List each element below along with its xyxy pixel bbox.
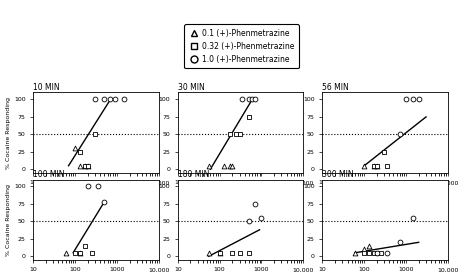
Y-axis label: % Cocaine Responding: % Cocaine Responding bbox=[6, 97, 11, 169]
Point bbox=[402, 97, 410, 102]
Point bbox=[226, 163, 234, 168]
Point bbox=[245, 219, 253, 224]
Point bbox=[107, 97, 114, 102]
Point bbox=[88, 251, 95, 255]
Point bbox=[76, 251, 83, 255]
Point bbox=[373, 251, 381, 255]
Text: 100 MIN: 100 MIN bbox=[33, 170, 64, 179]
Point bbox=[76, 150, 83, 154]
Legend: 0.1 (+)-Phenmetrazine, 0.32 (+)-Phenmetrazine, 1.0 (+)-Phenmetrazine: 0.1 (+)-Phenmetrazine, 0.32 (+)-Phenmetr… bbox=[184, 24, 299, 68]
Point bbox=[371, 163, 378, 168]
Point bbox=[232, 132, 240, 137]
Point bbox=[84, 163, 91, 168]
Point bbox=[100, 97, 108, 102]
X-axis label: (+)-Phenmetrazine (nM): (+)-Phenmetrazine (nM) bbox=[58, 187, 134, 192]
Point bbox=[120, 97, 128, 102]
Y-axis label: % Cocaine Responding: % Cocaine Responding bbox=[6, 184, 11, 256]
Text: 30 MIN: 30 MIN bbox=[178, 83, 204, 92]
Point bbox=[76, 251, 83, 255]
Point bbox=[360, 163, 368, 168]
Point bbox=[94, 184, 101, 189]
Point bbox=[396, 132, 403, 137]
Point bbox=[410, 97, 417, 102]
Point bbox=[205, 163, 212, 168]
Point bbox=[111, 97, 119, 102]
Point bbox=[84, 184, 91, 189]
Point bbox=[216, 251, 223, 255]
Point bbox=[383, 251, 391, 255]
Point bbox=[228, 163, 236, 168]
Point bbox=[245, 251, 253, 255]
Point bbox=[82, 163, 89, 168]
Point bbox=[383, 163, 391, 168]
Point bbox=[71, 251, 79, 255]
Point bbox=[82, 244, 89, 248]
Point bbox=[371, 251, 378, 255]
Point bbox=[205, 251, 212, 255]
Point bbox=[373, 163, 381, 168]
Point bbox=[238, 97, 246, 102]
Point bbox=[71, 146, 79, 150]
Point bbox=[100, 200, 108, 204]
Point bbox=[373, 163, 381, 168]
Point bbox=[82, 163, 89, 168]
Point bbox=[377, 251, 384, 255]
Point bbox=[365, 244, 373, 248]
Point bbox=[360, 247, 368, 252]
Point bbox=[62, 251, 70, 255]
Text: 56 MIN: 56 MIN bbox=[322, 83, 349, 92]
Point bbox=[365, 251, 373, 255]
Text: 180 MIN: 180 MIN bbox=[178, 170, 209, 179]
Point bbox=[373, 251, 381, 255]
Point bbox=[236, 132, 243, 137]
X-axis label: (+)-Phenmetrazine (nM): (+)-Phenmetrazine (nM) bbox=[203, 187, 278, 192]
Point bbox=[245, 97, 253, 102]
Point bbox=[228, 251, 236, 255]
Point bbox=[248, 97, 256, 102]
Point bbox=[91, 132, 99, 137]
Point bbox=[360, 251, 368, 255]
Point bbox=[216, 251, 223, 255]
Point bbox=[258, 216, 265, 220]
Text: 10 MIN: 10 MIN bbox=[33, 83, 60, 92]
Point bbox=[84, 163, 91, 168]
Point bbox=[236, 251, 243, 255]
Point bbox=[245, 115, 253, 119]
Point bbox=[251, 202, 259, 206]
X-axis label: (+)-Phenmetrazine (nM): (+)-Phenmetrazine (nM) bbox=[347, 187, 423, 192]
Point bbox=[91, 97, 99, 102]
Point bbox=[396, 240, 403, 245]
Point bbox=[226, 132, 234, 137]
Point bbox=[351, 251, 359, 255]
Point bbox=[415, 97, 422, 102]
Point bbox=[220, 163, 228, 168]
Point bbox=[410, 216, 417, 220]
Text: 300 MIN: 300 MIN bbox=[322, 170, 354, 179]
Point bbox=[251, 97, 259, 102]
Point bbox=[371, 163, 378, 168]
Point bbox=[76, 163, 83, 168]
Point bbox=[380, 150, 388, 154]
